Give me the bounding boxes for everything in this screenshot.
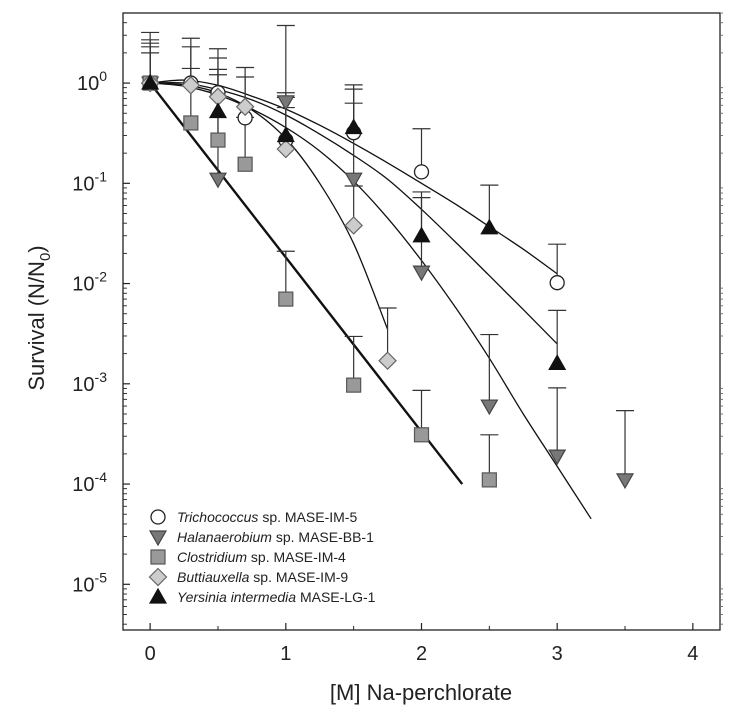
- legend-marker-5: [148, 587, 168, 604]
- marker-series-3: [210, 132, 226, 148]
- y-tick-mantissa: 10: [72, 374, 94, 396]
- y-tick-exponent: -2: [95, 269, 108, 285]
- marker-series-5: [344, 118, 363, 135]
- y-tick-exponent: -4: [95, 469, 108, 485]
- y-tick-label: 10-5: [72, 569, 107, 596]
- marker-series-2: [480, 399, 499, 416]
- fit-curve-2: [150, 82, 592, 520]
- x-tick-label: 4: [687, 643, 698, 665]
- y-axis-title-sub: 0: [37, 253, 54, 261]
- y-tick-mantissa: 10: [72, 474, 94, 496]
- legend-label-2: Halanaerobium sp. MASE-BB-1: [177, 529, 374, 545]
- legend-marker-1: [150, 509, 166, 525]
- legend-label-strain: sp. MASE-IM-9: [249, 569, 348, 585]
- marker-series-2: [412, 265, 431, 282]
- marker-series-3: [183, 115, 199, 131]
- legend-label-4: Buttiauxella sp. MASE-IM-9: [177, 569, 348, 585]
- x-axis-title: [M] Na-perchlorate: [330, 680, 512, 705]
- marker-series-1: [413, 164, 430, 180]
- y-tick-exponent: 0: [99, 68, 107, 84]
- legend-marker-4: [148, 567, 168, 587]
- marker-series-5: [412, 226, 431, 243]
- right-axis-minor-ticks: [720, 12, 723, 625]
- x-axis: 0 1 2 3 4: [145, 623, 698, 665]
- marker-series-3: [346, 377, 362, 393]
- x-tick-label: 2: [416, 643, 427, 665]
- legend: Trichococcus sp. MASE-IM-5 Halanaerobium …: [148, 509, 376, 605]
- y-axis-title-main: Survival (N/N: [24, 261, 49, 391]
- y-tick-mantissa: 10: [72, 274, 94, 296]
- legend-label-species: Clostridium: [177, 549, 247, 565]
- marker-series-5: [276, 126, 295, 143]
- marker-series-3: [278, 291, 294, 307]
- legend-marker-3: [150, 549, 166, 565]
- marker-series-3: [481, 472, 497, 488]
- y-tick-mantissa: 10: [77, 73, 99, 95]
- marker-series-4: [181, 75, 201, 95]
- y-axis-title-end: ): [24, 245, 49, 252]
- marker-series-2: [276, 95, 295, 112]
- marker-series-5: [141, 73, 160, 90]
- y-tick-label: 100: [77, 68, 107, 95]
- marker-series-5: [480, 218, 499, 235]
- data-markers: [140, 73, 635, 490]
- y-tick-exponent: -1: [95, 168, 108, 184]
- y-tick-mantissa: 10: [72, 574, 94, 596]
- marker-series-2: [615, 473, 635, 490]
- marker-series-2: [208, 172, 228, 189]
- x-tick-label: 3: [552, 643, 563, 665]
- y-tick-label: 10-3: [72, 369, 107, 396]
- x-tick-label: 1: [280, 643, 291, 665]
- marker-series-4: [378, 351, 397, 371]
- y-tick-label: 10-2: [72, 269, 107, 296]
- marker-series-2: [344, 172, 363, 189]
- legend-marker-2: [148, 530, 168, 547]
- marker-series-3: [413, 427, 430, 443]
- marker-series-2: [548, 449, 567, 466]
- marker-series-4: [235, 97, 255, 117]
- legend-label-3: Clostridium sp. MASE-IM-4: [177, 549, 346, 565]
- legend-label-strain: MASE-LG-1: [296, 589, 376, 605]
- y-axis-title: Survival (N/N0): [24, 245, 54, 390]
- marker-series-1: [549, 275, 565, 291]
- legend-label-strain: sp. MASE-BB-1: [272, 529, 374, 545]
- y-tick-label: 10-1: [72, 168, 107, 195]
- legend-label-1: Trichococcus sp. MASE-IM-5: [177, 509, 357, 525]
- fit-curve-3: [149, 82, 464, 485]
- y-tick-label: 10-4: [72, 469, 107, 496]
- marker-series-5: [548, 354, 567, 370]
- legend-label-species: Buttiauxella: [177, 569, 250, 585]
- legend-label-strain: sp. MASE-IM-5: [258, 509, 357, 525]
- marker-series-5: [208, 102, 228, 119]
- marker-series-4: [344, 216, 364, 235]
- legend-label-5: Yersinia intermedia MASE-LG-1: [177, 589, 376, 605]
- legend-label-species: Yersinia intermedia: [177, 589, 296, 605]
- y-tick-exponent: -5: [95, 569, 108, 585]
- y-tick-exponent: -3: [95, 369, 108, 385]
- legend-label-species: Trichococcus: [177, 509, 258, 525]
- y-tick-mantissa: 10: [72, 173, 94, 195]
- marker-series-3: [237, 156, 253, 172]
- marker-series-4: [276, 139, 296, 159]
- legend-label-strain: sp. MASE-IM-4: [247, 549, 346, 565]
- x-tick-label: 0: [145, 643, 156, 665]
- legend-label-species: Halanaerobium: [177, 529, 272, 545]
